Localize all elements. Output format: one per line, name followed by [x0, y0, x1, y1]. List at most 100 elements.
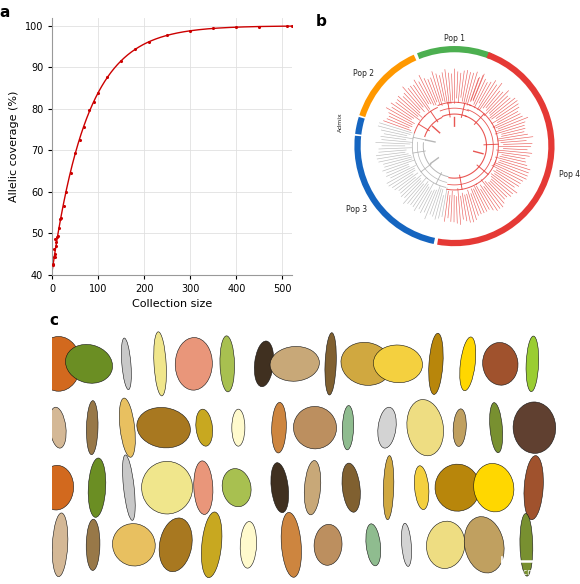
Ellipse shape — [86, 401, 98, 455]
Point — [85, 105, 94, 114]
Point — [144, 37, 154, 47]
Ellipse shape — [464, 517, 504, 573]
Ellipse shape — [435, 464, 480, 511]
Ellipse shape — [220, 336, 234, 392]
Point — [49, 244, 59, 253]
Ellipse shape — [453, 409, 466, 446]
Text: 10 cm: 10 cm — [511, 568, 534, 576]
Text: Pop 1: Pop 1 — [444, 34, 465, 43]
Text: Pop 2: Pop 2 — [353, 69, 374, 78]
Point — [162, 30, 172, 40]
Ellipse shape — [122, 455, 135, 520]
Point — [49, 252, 58, 262]
Point — [57, 213, 66, 223]
Ellipse shape — [374, 345, 422, 383]
Ellipse shape — [88, 458, 106, 517]
Ellipse shape — [175, 338, 212, 390]
Point — [80, 122, 89, 131]
Ellipse shape — [378, 407, 396, 448]
Point — [66, 168, 75, 178]
Ellipse shape — [119, 398, 135, 457]
Ellipse shape — [426, 521, 465, 568]
Ellipse shape — [196, 409, 213, 446]
Ellipse shape — [314, 524, 342, 565]
Point — [103, 72, 112, 82]
Ellipse shape — [490, 402, 503, 453]
Ellipse shape — [474, 464, 514, 512]
Ellipse shape — [401, 523, 412, 566]
Point — [55, 223, 64, 232]
Point — [51, 235, 60, 244]
Ellipse shape — [460, 337, 476, 391]
Circle shape — [436, 127, 473, 165]
Ellipse shape — [37, 336, 81, 391]
Point — [287, 22, 296, 31]
Ellipse shape — [254, 341, 274, 387]
Point — [186, 26, 195, 36]
Ellipse shape — [383, 456, 394, 520]
Point — [89, 98, 98, 107]
Point — [50, 249, 60, 258]
Ellipse shape — [342, 405, 354, 450]
Ellipse shape — [270, 346, 320, 381]
Point — [49, 260, 58, 270]
Ellipse shape — [513, 402, 556, 453]
Point — [53, 231, 63, 241]
Point — [130, 45, 140, 54]
Text: a: a — [0, 5, 10, 20]
Ellipse shape — [341, 342, 392, 385]
Point — [282, 22, 292, 31]
Ellipse shape — [304, 461, 321, 515]
Point — [117, 56, 126, 65]
Ellipse shape — [232, 409, 245, 446]
Point — [48, 260, 57, 269]
Point — [50, 252, 59, 261]
Ellipse shape — [342, 463, 360, 512]
Ellipse shape — [86, 519, 100, 571]
Ellipse shape — [222, 468, 251, 507]
Ellipse shape — [121, 338, 131, 390]
Ellipse shape — [271, 463, 289, 513]
Point — [93, 88, 103, 97]
Ellipse shape — [483, 342, 518, 385]
Point — [52, 232, 61, 242]
Ellipse shape — [194, 461, 213, 515]
Ellipse shape — [281, 512, 302, 577]
X-axis label: Collection size: Collection size — [132, 299, 212, 310]
Point — [61, 188, 71, 197]
Point — [209, 24, 218, 33]
Text: Admix: Admix — [338, 113, 343, 133]
Text: Pop 4: Pop 4 — [559, 169, 580, 179]
Ellipse shape — [271, 402, 287, 453]
Y-axis label: Allelic coverage (%): Allelic coverage (%) — [9, 91, 19, 202]
Ellipse shape — [154, 332, 166, 396]
Ellipse shape — [159, 518, 192, 572]
Ellipse shape — [66, 345, 113, 383]
Ellipse shape — [52, 513, 68, 576]
Point — [75, 135, 85, 144]
Ellipse shape — [293, 406, 336, 449]
Ellipse shape — [520, 513, 533, 576]
Ellipse shape — [39, 465, 74, 510]
Ellipse shape — [524, 456, 543, 520]
Ellipse shape — [414, 466, 429, 510]
Ellipse shape — [366, 524, 380, 566]
Ellipse shape — [137, 408, 190, 448]
Ellipse shape — [407, 399, 444, 456]
Point — [51, 237, 60, 246]
Ellipse shape — [113, 524, 155, 566]
Ellipse shape — [240, 522, 256, 568]
Point — [56, 214, 65, 224]
Ellipse shape — [142, 461, 193, 514]
Point — [71, 148, 80, 158]
Ellipse shape — [201, 512, 222, 578]
Point — [255, 22, 264, 31]
Text: c: c — [49, 314, 59, 328]
Point — [52, 242, 61, 251]
Ellipse shape — [49, 407, 66, 448]
Point — [232, 23, 241, 32]
Point — [59, 201, 68, 210]
Text: b: b — [316, 15, 327, 29]
Ellipse shape — [526, 336, 539, 392]
Text: Pop 3: Pop 3 — [346, 205, 367, 214]
